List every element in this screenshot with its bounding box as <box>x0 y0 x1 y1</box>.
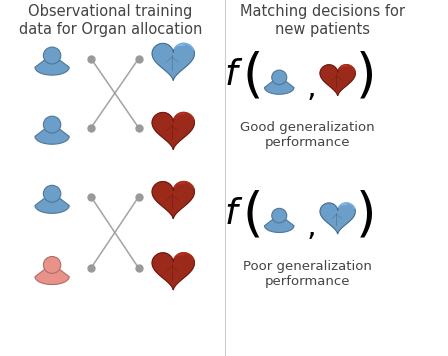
Circle shape <box>272 70 287 85</box>
Circle shape <box>43 116 61 133</box>
Text: $)$: $)$ <box>355 190 373 241</box>
Text: $f$: $f$ <box>224 58 243 93</box>
Circle shape <box>272 208 287 223</box>
Polygon shape <box>341 66 347 67</box>
Polygon shape <box>152 43 194 80</box>
Polygon shape <box>264 217 294 232</box>
Text: Poor generalization
performance: Poor generalization performance <box>243 260 372 288</box>
Text: $f$: $f$ <box>224 197 243 231</box>
Polygon shape <box>35 195 69 213</box>
Polygon shape <box>177 114 185 115</box>
Text: Observational training
data for Organ allocation: Observational training data for Organ al… <box>19 4 202 37</box>
Circle shape <box>43 185 61 202</box>
Polygon shape <box>152 112 194 150</box>
Circle shape <box>43 47 61 64</box>
Polygon shape <box>152 253 194 290</box>
Polygon shape <box>35 266 69 284</box>
Polygon shape <box>341 204 347 205</box>
Text: $,$: $,$ <box>306 211 315 242</box>
Polygon shape <box>264 79 294 94</box>
Text: $,$: $,$ <box>306 73 315 104</box>
Polygon shape <box>177 44 185 46</box>
Text: $)$: $)$ <box>355 52 373 103</box>
Polygon shape <box>177 183 185 184</box>
Text: Matching decisions for
new patients: Matching decisions for new patients <box>240 4 405 37</box>
Circle shape <box>43 256 61 273</box>
Polygon shape <box>320 65 355 95</box>
Text: $($: $($ <box>242 190 260 241</box>
Text: $($: $($ <box>242 52 260 103</box>
Text: Good generalization
performance: Good generalization performance <box>240 121 375 150</box>
Polygon shape <box>177 254 185 255</box>
Polygon shape <box>35 126 69 144</box>
Polygon shape <box>35 57 69 75</box>
Polygon shape <box>152 182 194 219</box>
Polygon shape <box>320 203 355 234</box>
